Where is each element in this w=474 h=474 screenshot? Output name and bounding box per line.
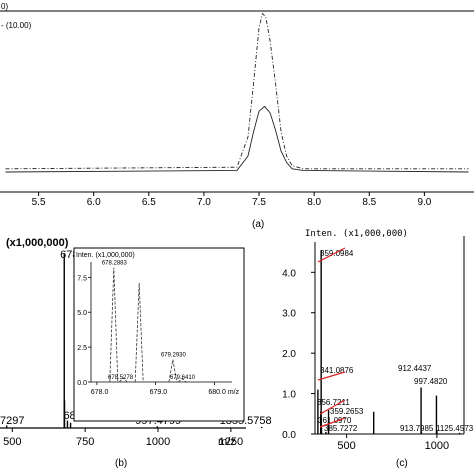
mass-spectrum-c-y-tick-label: 0.0 — [282, 430, 296, 441]
inset-peak-label: 678.5278 — [108, 375, 134, 381]
mass-spectrum-c-y-tick-label: 2.0 — [282, 349, 296, 360]
mass-spectrum-c-peak-label: 359.2653 — [330, 407, 364, 416]
mass-spectrum-b-y-unit: (x1,000,000) — [6, 237, 69, 249]
chromatogram-x-tick-label: 7.5 — [252, 197, 266, 208]
inset-y-tick-label: 5.0 — [77, 310, 87, 317]
chromatogram-trace — [5, 105, 469, 173]
mass-spectrum-b-x-tick-label: 1000 — [146, 436, 170, 448]
chromatogram-series — [5, 12, 469, 173]
inset-x-tick-label: 679.0 — [150, 389, 168, 396]
chromatogram-panel-label: (a) — [252, 219, 264, 230]
mass-spectrum-c-peak-label: 341.0876 — [320, 366, 354, 375]
chromatogram-x-tick-label: 8.5 — [362, 197, 376, 208]
inset-peak — [177, 377, 187, 383]
mass-spectrum-b-x-tick-label: 500 — [3, 436, 21, 448]
mass-spectrum-c-peak-label: 361.0970 — [318, 416, 352, 425]
mass-spectrum-b-inset: Inten. (x1,000,000) 678.0 679.0 680.0 m/z 0… — [73, 247, 245, 422]
mass-spectrum-c-label-leader — [317, 371, 346, 381]
mass-spectrum-c-peak-label: 997.4820 — [414, 377, 448, 386]
chromatogram-legend-line-1: 0) — [1, 2, 8, 11]
inset-ticks: 678.0 679.0 680.0 m/z 0.0 2.5 5.0 7.5 — [77, 275, 239, 396]
mass-spectrum-c-peak-label: 359.0984 — [320, 249, 354, 258]
mass-spectrum-c-peak-label: 385.7272 — [324, 424, 358, 433]
mass-spectrum-c-label-leader — [319, 399, 346, 415]
mass-spectrum-c-y-tick-label: 3.0 — [282, 309, 296, 320]
chromatogram-x-tick-label: 7.0 — [197, 197, 211, 208]
mass-spectrum-b-x-tick-label: 1250 — [219, 436, 243, 448]
inset-peak-label: 679.6410 — [170, 375, 196, 381]
mass-spectrum-c-y-tick-label: 1.0 — [282, 390, 296, 401]
chromatogram-trace — [5, 12, 469, 170]
mass-spectrum-b-xlabel: m/z — [218, 436, 236, 448]
mass-spectrum-c-ticks: 0.0 1.0 2.0 3.0 4.0 500 1000 — [282, 268, 449, 452]
chromatogram-x-tick-label: 8.0 — [307, 197, 321, 208]
mass-spectrum-c-peaks: 359.0984 341.0876 356.7211359.2653361.0970… — [317, 247, 474, 434]
inset-y-tick-label: 2.5 — [77, 345, 87, 352]
mass-spectrum-c-label-leader — [317, 247, 346, 263]
inset-frame — [73, 247, 245, 422]
mass-spectrum-c-x-tick-label: 1000 — [425, 440, 449, 452]
chromatogram-panel: 0) - (10.00) 5.5 6.0 6.5 7.0 7.5 8.0 8.5 9.0 (a… — [0, 2, 474, 230]
mass-spectrum-c-panel: Inten. (x1,000,000) 0.0 1.0 2.0 3.0 4.0 500 10… — [282, 229, 474, 469]
inset-peak — [119, 377, 128, 383]
mass-spectrum-c-peak-label: 913.7985 — [400, 424, 434, 433]
inset-peak — [134, 282, 144, 383]
mass-spectrum-b-peak-label: 7297 — [0, 415, 24, 427]
chromatogram-x-tick-label: 5.5 — [32, 197, 46, 208]
chromatogram-frame — [0, 10, 474, 193]
mass-spectrum-c-y-tick-label: 4.0 — [282, 268, 296, 279]
inset-peak — [168, 359, 178, 383]
mass-spectrum-c-y-unit: Inten. (x1,000,000) — [305, 229, 408, 239]
mass-spectrum-b-x-ticks: 500 750 1000 1250 — [3, 428, 243, 448]
mass-spectrum-b-panel-label: (b) — [115, 458, 127, 469]
chromatogram-x-tick-label: 9.0 — [417, 197, 431, 208]
mass-spectrum-c-x-tick-label: 500 — [337, 440, 355, 452]
mass-spectrum-c-panel-label: (c) — [396, 458, 408, 469]
chromatogram-legend-line-2: - (10.00) — [1, 21, 32, 30]
inset-peaks: 678.2883 678.5278 679.2930 679.6410 — [102, 261, 196, 383]
inset-x-tick-label: 678.0 — [91, 389, 109, 396]
inset-x-tick-label: 680.0 m/z — [208, 389, 239, 396]
inset-y-unit: Inten. (x1,000,000) — [76, 252, 135, 259]
chromatogram-x-tick-label: 6.5 — [142, 197, 156, 208]
inset-peak — [109, 267, 119, 383]
mass-spectrum-c-peak-label: 1125.4573 — [436, 424, 474, 433]
inset-y-tick-label: 0.0 — [77, 380, 87, 387]
inset-y-tick-label: 7.5 — [77, 275, 87, 282]
chromatogram-x-tick-label: 6.0 — [87, 197, 101, 208]
mass-spectrum-c-peak-label: 912.4437 — [398, 364, 432, 373]
mass-spectrum-c-label-leader — [319, 417, 346, 428]
mass-spectrum-b-x-tick-label: 750 — [76, 436, 94, 448]
chromatogram-x-ticks: 5.5 6.0 6.5 7.0 7.5 8.0 8.5 9.0 — [32, 192, 432, 208]
mass-spectrum-c-peak-label: 356.7211 — [317, 398, 350, 407]
inset-peak-label: 678.2883 — [102, 261, 128, 267]
inset-peak-label: 679.2930 — [161, 353, 187, 359]
